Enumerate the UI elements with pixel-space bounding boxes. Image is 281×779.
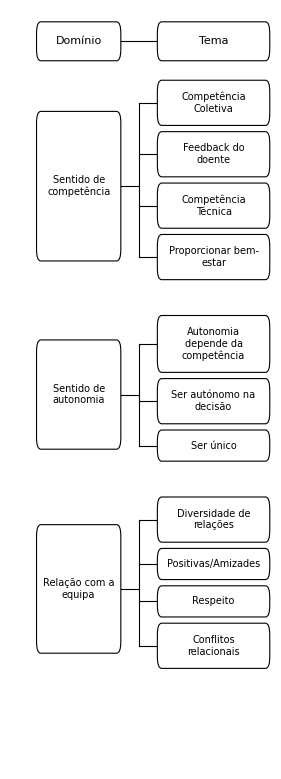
FancyBboxPatch shape [157,586,270,617]
Text: Diversidade de
relações: Diversidade de relações [177,509,250,530]
Text: Relação com a
equipa: Relação com a equipa [43,578,114,600]
FancyBboxPatch shape [37,22,121,61]
Text: Proporcionar bem-
estar: Proporcionar bem- estar [169,246,259,268]
Text: Tema: Tema [199,37,228,46]
FancyBboxPatch shape [157,132,270,177]
Text: Feedback do
doente: Feedback do doente [183,143,244,165]
Text: Conflitos
relacionais: Conflitos relacionais [187,635,240,657]
FancyBboxPatch shape [157,234,270,280]
FancyBboxPatch shape [157,497,270,542]
FancyBboxPatch shape [157,183,270,228]
FancyBboxPatch shape [37,111,121,261]
FancyBboxPatch shape [37,525,121,654]
FancyBboxPatch shape [157,623,270,668]
Text: Respeito: Respeito [192,597,235,606]
Text: Autonomia
depende da
competência: Autonomia depende da competência [182,327,245,361]
FancyBboxPatch shape [157,80,270,125]
Text: Competência
Coletiva: Competência Coletiva [181,92,246,114]
FancyBboxPatch shape [157,315,270,372]
FancyBboxPatch shape [157,430,270,461]
Text: Domínio: Domínio [56,37,102,46]
Text: Ser único: Ser único [191,441,236,450]
FancyBboxPatch shape [157,22,270,61]
Text: Sentido de
autonomia: Sentido de autonomia [53,384,105,405]
FancyBboxPatch shape [157,548,270,580]
FancyBboxPatch shape [157,379,270,424]
Text: Positivas/Amizades: Positivas/Amizades [167,559,260,569]
Text: Sentido de
competência: Sentido de competência [47,175,110,197]
FancyBboxPatch shape [37,340,121,449]
Text: Competência
Técnica: Competência Técnica [181,195,246,217]
Text: Ser autónomo na
decisão: Ser autónomo na decisão [171,390,256,412]
